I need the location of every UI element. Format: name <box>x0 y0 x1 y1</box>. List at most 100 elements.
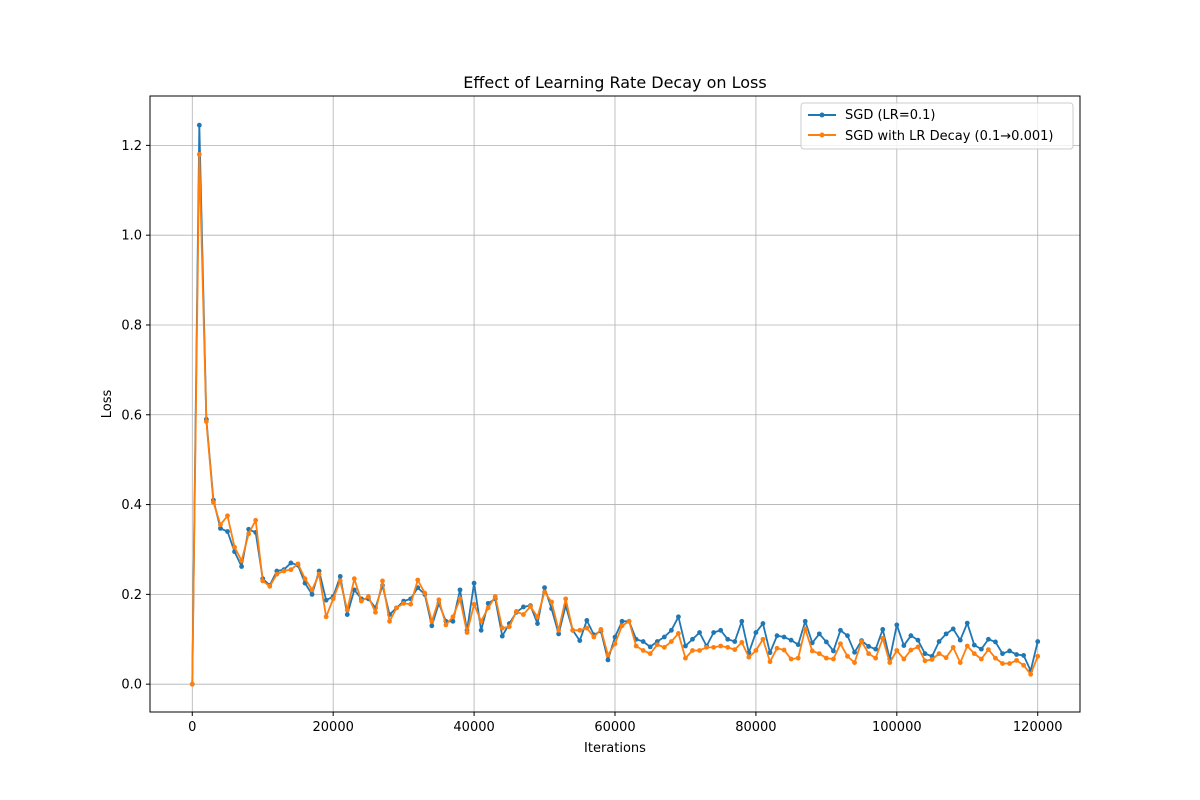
data-point <box>492 594 498 600</box>
x-tick-label: 0 <box>188 720 196 735</box>
data-point <box>542 585 547 591</box>
data-point <box>647 651 653 657</box>
data-point <box>253 517 259 523</box>
x-axis-label: Iterations <box>584 741 646 756</box>
data-point <box>281 568 287 574</box>
legend-label-sgd-decay: SGD with LR Decay (0.1→0.001) <box>845 129 1053 144</box>
data-point <box>485 605 491 611</box>
data-point <box>640 648 646 653</box>
data-point <box>196 122 202 128</box>
y-tick-label: 0.0 <box>121 678 142 693</box>
data-point <box>316 571 322 577</box>
data-point <box>873 655 879 661</box>
data-point <box>690 636 695 642</box>
data-point <box>535 621 540 626</box>
data-point <box>633 643 639 649</box>
data-point <box>246 531 252 537</box>
data-point <box>577 627 583 633</box>
data-point <box>767 650 773 656</box>
data-point <box>788 656 794 662</box>
data-point <box>647 644 653 650</box>
data-point <box>774 645 780 651</box>
data-point <box>774 633 780 639</box>
data-point <box>683 655 688 661</box>
data-point <box>866 644 872 649</box>
x-tick-label: 120000 <box>1013 720 1063 735</box>
data-point <box>1000 651 1005 657</box>
x-tick-label: 40000 <box>453 720 494 735</box>
data-point <box>422 590 428 596</box>
y-tick-label: 1.2 <box>121 139 142 154</box>
data-point <box>577 638 583 644</box>
data-point <box>429 623 435 629</box>
data-point <box>584 625 590 631</box>
data-point <box>915 644 921 650</box>
data-point <box>436 597 442 603</box>
data-point <box>929 657 935 662</box>
y-tick-label: 0.6 <box>121 408 142 423</box>
data-point <box>309 587 315 593</box>
data-point <box>809 640 815 646</box>
data-point <box>1007 648 1012 654</box>
data-point <box>704 644 709 650</box>
data-point <box>901 643 907 648</box>
data-point <box>739 640 745 645</box>
data-point <box>831 656 836 662</box>
x-tick-label: 60000 <box>594 720 635 735</box>
data-point <box>746 654 752 660</box>
data-point <box>1021 653 1027 658</box>
data-point <box>978 646 984 652</box>
data-point <box>852 660 857 666</box>
data-point <box>471 580 477 586</box>
data-point <box>852 649 857 655</box>
data-point <box>337 574 343 579</box>
data-point <box>619 623 625 629</box>
data-point <box>697 648 702 653</box>
data-point <box>725 636 731 642</box>
data-point <box>499 633 505 639</box>
data-point <box>661 644 667 650</box>
data-point <box>936 651 942 657</box>
y-tick-label: 0.2 <box>121 588 142 603</box>
data-point <box>697 630 702 635</box>
data-point <box>189 681 195 687</box>
data-point <box>323 597 329 603</box>
data-point <box>612 641 618 647</box>
series-layer <box>189 122 1041 687</box>
data-point <box>626 618 632 624</box>
data-point <box>337 578 343 584</box>
data-point <box>816 651 822 657</box>
data-point <box>605 652 611 658</box>
data-point <box>986 636 991 642</box>
data-point <box>218 522 223 528</box>
data-point <box>619 618 625 624</box>
data-point <box>964 620 970 626</box>
data-point <box>781 647 787 653</box>
data-point <box>894 648 900 653</box>
data-point <box>513 609 519 614</box>
data-point <box>943 631 949 637</box>
data-point <box>457 587 463 593</box>
data-point <box>993 655 998 661</box>
data-point <box>528 604 533 609</box>
data-point <box>211 499 216 505</box>
data-point <box>612 634 618 640</box>
data-point <box>915 637 921 643</box>
data-point <box>809 648 815 654</box>
data-point <box>838 641 843 647</box>
series-sgd-decay <box>189 151 1041 687</box>
data-point <box>823 655 829 661</box>
data-point <box>739 618 745 624</box>
data-point <box>506 624 512 630</box>
y-axis-label: Loss <box>100 390 115 419</box>
data-point <box>993 639 998 645</box>
data-point <box>950 644 956 650</box>
data-point <box>288 567 294 573</box>
data-point <box>894 622 900 628</box>
data-point <box>845 653 850 659</box>
data-point <box>753 630 759 635</box>
data-point <box>887 660 893 666</box>
y-tick-label: 1.0 <box>121 229 142 244</box>
data-point <box>795 642 801 648</box>
data-point <box>260 578 266 584</box>
